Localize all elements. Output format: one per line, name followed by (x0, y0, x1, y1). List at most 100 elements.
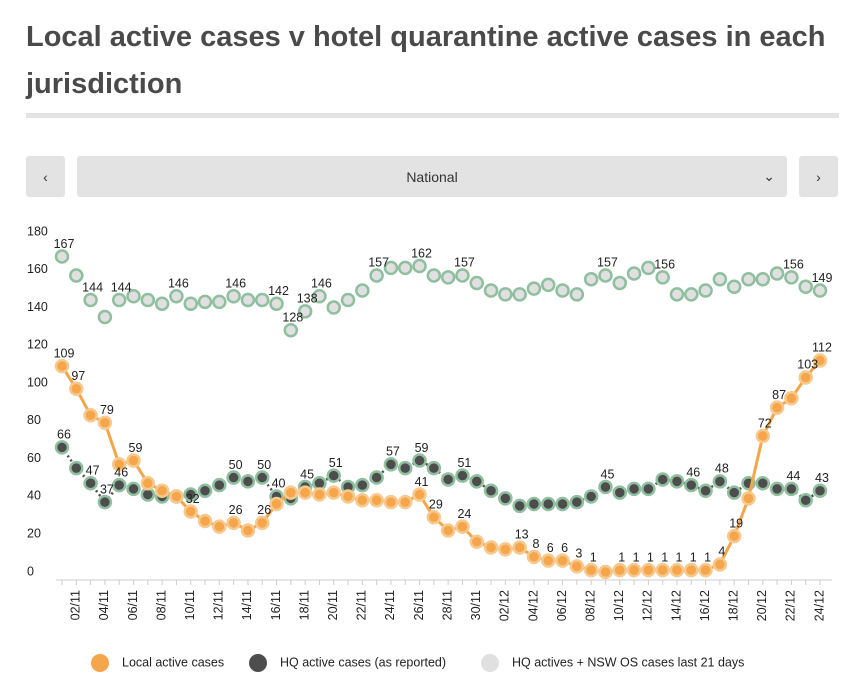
data-label: 146 (225, 277, 246, 291)
title: Local active cases v hotel quarantine ac… (26, 21, 826, 100)
x-tick-label: 12/11 (212, 590, 226, 620)
point (254, 292, 270, 308)
point (355, 492, 370, 508)
data-label: 19 (729, 516, 743, 530)
point (383, 260, 399, 276)
point (412, 487, 427, 502)
point (626, 481, 642, 497)
data-label: 128 (282, 311, 303, 325)
point (655, 562, 670, 578)
point (698, 283, 713, 298)
point (297, 485, 313, 500)
data-label: 43 (815, 471, 829, 485)
x-tick-label: 18/12 (726, 590, 740, 621)
point (469, 275, 485, 291)
y-tick-label: 60 (27, 451, 41, 465)
point (555, 496, 570, 512)
point (598, 268, 613, 283)
point (498, 287, 513, 302)
point (283, 322, 299, 338)
point (197, 513, 213, 529)
point (397, 460, 413, 476)
point (340, 489, 356, 504)
point (212, 519, 227, 534)
point (111, 292, 127, 308)
y-tick-label: 80 (27, 413, 41, 427)
data-label: 45 (601, 467, 615, 481)
data-label: 48 (715, 462, 729, 476)
point (798, 279, 813, 295)
x-tick-label: 04/12 (526, 590, 540, 621)
data-label: 157 (368, 256, 389, 270)
x-tick-label: 08/11 (154, 590, 168, 620)
point (641, 260, 656, 276)
point (69, 460, 84, 476)
point (240, 292, 256, 308)
point (83, 292, 98, 308)
data-label: 46 (686, 465, 700, 479)
legend-label: HQ active cases (as reported) (280, 655, 446, 669)
point (684, 287, 699, 302)
point (226, 515, 241, 531)
point (212, 477, 227, 493)
data-label: 156 (783, 258, 804, 272)
point (326, 485, 341, 500)
point (169, 489, 184, 504)
point (455, 268, 470, 283)
point (598, 479, 613, 495)
point (169, 288, 184, 304)
data-label: 26 (229, 503, 243, 517)
point (712, 557, 728, 572)
point (541, 553, 556, 568)
data-label: 1 (647, 550, 654, 564)
data-label: 50 (257, 458, 271, 472)
data-label: 6 (547, 541, 554, 555)
y-tick-label: 40 (27, 489, 41, 503)
dropdown-value: National (406, 168, 458, 185)
point (426, 509, 442, 525)
y-tick-label: 100 (27, 375, 48, 389)
x-tick-label: 26/11 (412, 590, 426, 620)
data-label: 1 (618, 550, 625, 564)
next-button[interactable]: › (799, 156, 838, 197)
point (612, 485, 628, 500)
point (583, 489, 599, 504)
x-tick-label: 02/11 (69, 590, 83, 620)
data-label: 59 (415, 441, 429, 455)
point (369, 492, 384, 508)
y-tick-label: 180 (27, 224, 48, 238)
legend-label: HQ actives + NSW OS cases last 21 days (512, 655, 744, 669)
point (340, 292, 356, 308)
legend-label: Local active cases (122, 655, 224, 669)
point (784, 270, 799, 285)
point (512, 540, 527, 555)
point (512, 498, 527, 514)
data-label: 156 (654, 258, 675, 272)
data-label: 72 (758, 416, 772, 430)
data-label: 13 (515, 528, 529, 542)
dropdown[interactable]: National ⌄ (77, 156, 787, 197)
data-label: 162 (411, 246, 432, 260)
data-label: 144 (82, 280, 103, 294)
point (369, 268, 384, 283)
data-label: 112 (812, 341, 832, 355)
point (712, 474, 728, 489)
y-tick-label: 160 (27, 262, 48, 276)
point (154, 483, 170, 499)
point (626, 266, 642, 281)
point (111, 477, 127, 493)
point (726, 485, 742, 500)
point (297, 304, 313, 319)
point (326, 300, 341, 315)
point (183, 296, 198, 312)
x-tick-label: 08/12 (583, 590, 597, 621)
data-label: 29 (429, 498, 443, 512)
data-label: 51 (329, 456, 343, 470)
y-tick-label: 0 (27, 564, 34, 578)
point (541, 277, 556, 293)
point (126, 288, 141, 304)
point (440, 270, 456, 285)
prev-button[interactable]: ‹ (26, 156, 65, 197)
data-label: 138 (297, 292, 318, 306)
